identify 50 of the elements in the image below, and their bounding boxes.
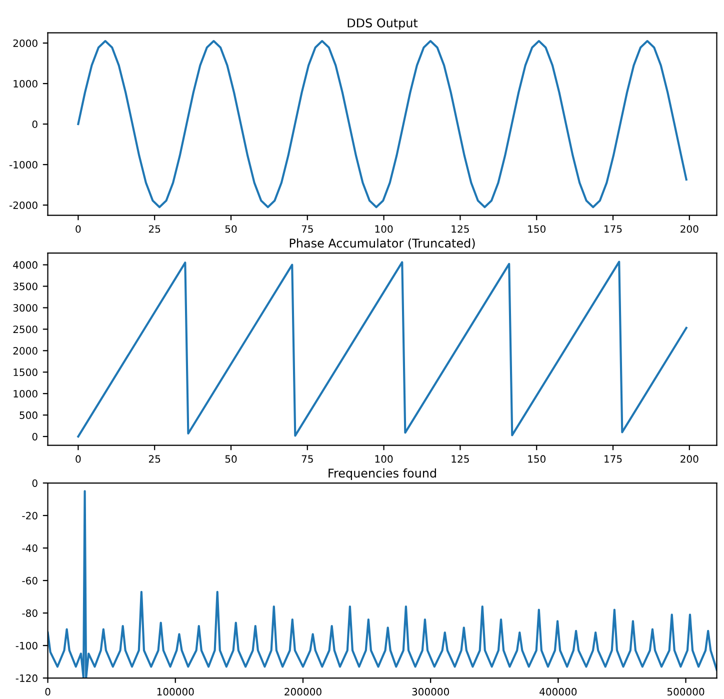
y-tick-label: 2000 <box>13 347 38 355</box>
x-tick-label: 0 <box>76 455 81 463</box>
x-tick-label: 300000 <box>412 688 449 696</box>
x-tick-label: 150 <box>528 225 546 233</box>
line-series <box>77 260 688 438</box>
x-tick-label: 50 <box>225 225 237 233</box>
y-tick-label: -120 <box>16 674 38 682</box>
x-tick-label: 150 <box>528 455 546 463</box>
x-tick-label: 175 <box>604 455 622 463</box>
x-tick-label: 200000 <box>284 688 322 696</box>
x-tick-label: 200 <box>680 455 698 463</box>
chart-title: Phase Accumulator (Truncated) <box>290 238 475 250</box>
y-tick-label: 0 <box>32 479 38 487</box>
y-tick-label: 3500 <box>13 282 38 290</box>
x-tick-label: 0 <box>76 225 81 233</box>
x-tick-label: 125 <box>452 225 469 233</box>
x-tick-label: 75 <box>302 455 313 463</box>
y-tick-label: -100 <box>16 642 38 650</box>
x-tick-label: 25 <box>148 225 160 233</box>
x-tick-label: 100000 <box>157 688 194 696</box>
chart-title: Frequencies found <box>328 468 436 480</box>
x-tick-label: 175 <box>604 225 622 233</box>
chart-title: DDS Output <box>348 18 418 30</box>
x-tick-label: 50 <box>225 455 237 463</box>
x-tick-label: 200 <box>680 225 698 233</box>
x-tick-label: 75 <box>302 225 313 233</box>
y-tick-label: 2000 <box>13 39 38 47</box>
x-tick-label: 125 <box>452 455 469 463</box>
x-tick-label: 0 <box>45 688 50 696</box>
y-tick-label: 1500 <box>14 368 38 376</box>
y-tick-label: 1000 <box>14 80 38 88</box>
line-series <box>77 40 688 208</box>
y-tick-label: -2000 <box>9 201 38 210</box>
x-tick-label: 100 <box>375 225 393 233</box>
y-tick-label: -1000 <box>9 160 38 169</box>
y-tick-label: 0 <box>32 432 38 440</box>
y-tick-label: -80 <box>22 609 38 617</box>
x-tick-label: 400000 <box>540 688 577 696</box>
x-tick-label: 500000 <box>667 688 704 696</box>
y-tick-label: -40 <box>22 544 38 552</box>
x-tick-label: 100 <box>375 455 393 463</box>
y-tick-label: 3000 <box>13 304 38 312</box>
y-tick-label: 500 <box>20 411 38 419</box>
y-tick-label: -20 <box>22 512 38 520</box>
x-tick-label: 25 <box>148 455 160 463</box>
y-tick-label: 2500 <box>13 326 38 334</box>
y-tick-label: 4000 <box>13 261 38 269</box>
y-tick-label: 1000 <box>14 390 38 398</box>
y-tick-label: 0 <box>32 120 38 128</box>
y-tick-label: -60 <box>22 576 38 584</box>
